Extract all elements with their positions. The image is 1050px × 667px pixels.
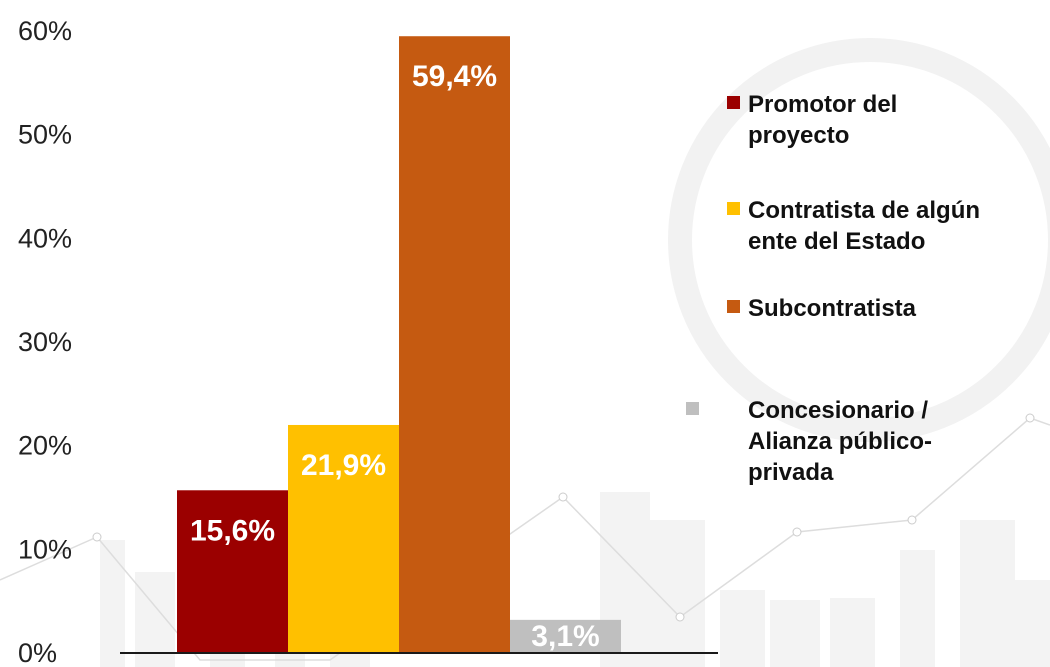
watermark-bar bbox=[1010, 580, 1050, 667]
watermark-marker bbox=[792, 527, 802, 537]
watermark-bar bbox=[100, 540, 125, 667]
legend-label: Contratista de algún bbox=[748, 197, 980, 224]
watermark-bar bbox=[770, 600, 820, 667]
bars: 15,6% 21,9% 59,4% 3,1% bbox=[177, 36, 621, 653]
watermark-bar bbox=[900, 550, 935, 667]
watermark-bar bbox=[135, 572, 175, 667]
watermark-seal bbox=[668, 38, 1050, 442]
watermark-marker bbox=[1025, 413, 1035, 423]
legend-label: Concesionario / bbox=[748, 397, 928, 424]
y-axis: 0% 10% 20% 30% 40% 50% 60% bbox=[18, 16, 72, 667]
bar bbox=[399, 36, 510, 653]
y-tick-label: 0% bbox=[18, 638, 57, 667]
watermark-bar bbox=[650, 520, 705, 667]
y-tick-label: 20% bbox=[18, 431, 72, 461]
watermark-line bbox=[0, 417, 1050, 661]
watermark-marker bbox=[92, 532, 102, 542]
legend-label: ente del Estado bbox=[748, 228, 925, 255]
watermark-bar bbox=[830, 598, 875, 667]
bar-data-label: 21,9% bbox=[301, 449, 386, 482]
bar bbox=[177, 490, 288, 652]
y-tick-label: 50% bbox=[18, 120, 72, 150]
bar-data-label: 3,1% bbox=[531, 620, 599, 653]
legend-swatch bbox=[727, 202, 740, 215]
legend-label: Promotor del bbox=[748, 91, 897, 118]
watermark-marker bbox=[907, 515, 917, 525]
bar-data-label: 59,4% bbox=[412, 60, 497, 93]
background-watermark bbox=[0, 38, 1050, 667]
bar-data-label: 15,6% bbox=[190, 514, 275, 547]
bar bbox=[288, 424, 399, 652]
legend: Promotor del proyecto Contratista de algún… bbox=[686, 91, 980, 486]
y-tick-label: 30% bbox=[18, 327, 72, 357]
bar bbox=[510, 619, 621, 652]
legend-swatch bbox=[686, 402, 699, 415]
watermark-bar bbox=[720, 590, 765, 667]
legend-swatch bbox=[727, 300, 740, 313]
y-tick-label: 60% bbox=[18, 16, 72, 46]
legend-label: Alianza público- bbox=[748, 428, 932, 455]
y-tick-label: 40% bbox=[18, 223, 72, 253]
legend-label: Subcontratista bbox=[748, 295, 917, 322]
legend-label: proyecto bbox=[748, 122, 849, 149]
watermark-bar bbox=[960, 520, 1015, 667]
legend-label: privada bbox=[748, 459, 834, 486]
watermark-marker bbox=[558, 492, 568, 502]
watermark-marker bbox=[675, 612, 685, 622]
legend-swatch bbox=[727, 96, 740, 109]
y-tick-label: 10% bbox=[18, 534, 72, 564]
